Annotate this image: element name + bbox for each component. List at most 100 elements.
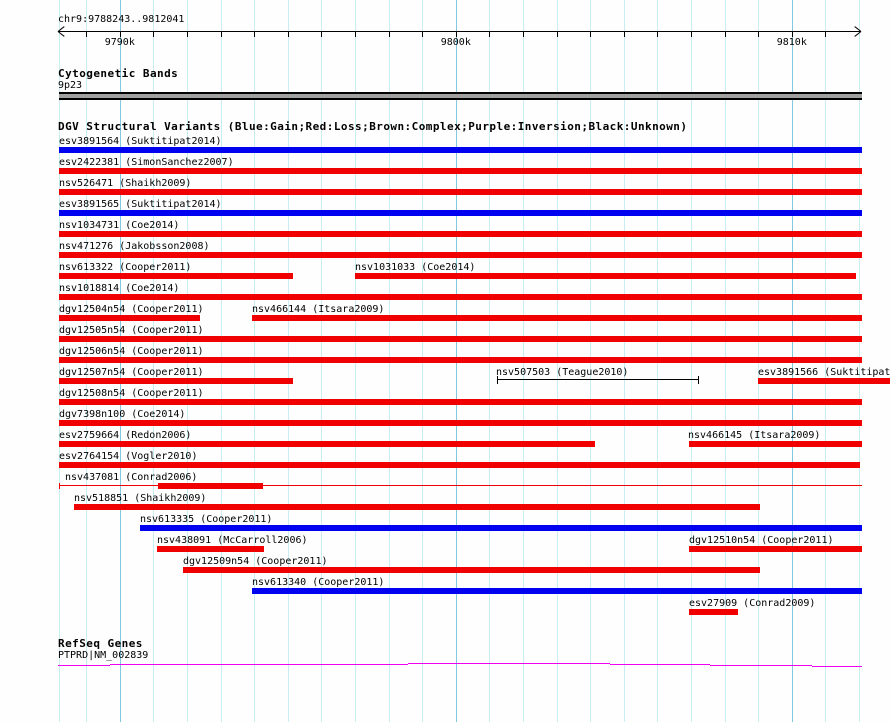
variant-span-endcap — [698, 376, 699, 384]
variant-bar[interactable] — [59, 210, 862, 216]
variant-label: esv2422381 (SimonSanchez2007) — [59, 157, 234, 168]
ruler-tick — [825, 31, 827, 37]
variant-bar[interactable] — [59, 420, 862, 426]
variant-label: nsv437081 (Conrad2006) — [65, 472, 198, 483]
variant-label: dgv12510n54 (Cooper2011) — [689, 535, 834, 546]
ruler-tick — [86, 31, 88, 37]
variant-bar[interactable] — [252, 588, 862, 594]
variant-label: nsv1034731 (Coe2014) — [59, 220, 180, 231]
variant-start-tick — [59, 483, 60, 489]
ruler-tick-label: 9790k — [104, 37, 135, 48]
ruler-tick — [153, 31, 155, 37]
ruler-tick — [119, 31, 121, 37]
gene-line-segment — [710, 665, 812, 667]
variant-bar[interactable] — [689, 609, 738, 615]
variant-label: esv3891566 (Suktitipat — [758, 367, 890, 378]
variant-label: nsv471276 (Jakobsson2008) — [59, 241, 210, 252]
ruler-tick — [489, 31, 491, 37]
ruler-tick — [355, 31, 356, 37]
variant-label: esv2764154 (Vogler2010) — [59, 451, 198, 462]
variant-bar[interactable] — [59, 441, 595, 447]
ruler-tick — [657, 31, 659, 37]
variant-bar[interactable] — [59, 231, 862, 237]
ruler-tick-label: 9800k — [440, 37, 471, 48]
ruler-tick-label: 9810k — [776, 37, 807, 48]
variant-label: nsv466144 (Itsara2009) — [252, 304, 385, 315]
variant-bar[interactable] — [59, 462, 860, 468]
ruler-tick — [455, 31, 457, 37]
variant-label: dgv12505n54 (Cooper2011) — [59, 325, 204, 336]
gene-name-label: PTPRD|NM_002839 — [58, 650, 149, 661]
variant-label: dgv12509n54 (Cooper2011) — [183, 556, 328, 567]
variant-bar[interactable] — [183, 567, 760, 573]
gene-line-segment — [812, 666, 862, 668]
ruler-tick — [422, 31, 424, 37]
variant-bar[interactable] — [355, 273, 856, 279]
gene-line-segment — [58, 665, 110, 667]
cytoband-bar — [59, 92, 862, 100]
region-coordinates: chr9:9788243..9812041 — [58, 14, 185, 25]
ruler-tick — [724, 31, 726, 37]
ruler-line — [58, 31, 861, 32]
variant-label: nsv526471 (Shaikh2009) — [59, 178, 192, 189]
variant-label: dgv7398n100 (Coe2014) — [59, 409, 186, 420]
ruler-tick — [187, 31, 188, 37]
ruler-tick — [287, 31, 289, 37]
ruler-tick — [321, 31, 323, 37]
variant-label: nsv1031033 (Coe2014) — [355, 262, 476, 273]
variant-bar[interactable] — [59, 357, 862, 363]
ruler-tick — [791, 31, 793, 37]
variant-label: nsv438091 (McCarroll2006) — [157, 535, 308, 546]
variant-label: nsv518851 (Shaikh2009) — [74, 493, 207, 504]
variant-bar[interactable] — [758, 378, 890, 384]
variant-thin-line[interactable] — [59, 485, 862, 486]
ruler-tick — [623, 31, 625, 37]
ruler-tick — [254, 31, 256, 37]
ruler-tick — [691, 31, 692, 37]
variant-bar[interactable] — [59, 147, 862, 153]
variant-label: dgv12507n54 (Cooper2011) — [59, 367, 204, 378]
variant-label: esv2759664 (Redon2006) — [59, 430, 192, 441]
variant-label: nsv613322 (Cooper2011) — [59, 262, 192, 273]
variant-label: esv27909 (Conrad2009) — [689, 598, 816, 609]
variant-label: nsv466145 (Itsara2009) — [688, 430, 821, 441]
variant-bar[interactable] — [59, 336, 862, 342]
gene-line-segment — [408, 663, 610, 665]
ruler-tick — [556, 31, 558, 37]
variant-bar[interactable] — [158, 483, 263, 489]
variant-bar[interactable] — [59, 252, 862, 258]
variant-label: esv3891565 (Suktitipat2014) — [59, 199, 222, 210]
dgv-track-heading: DGV Structural Variants (Blue:Gain;Red:L… — [58, 120, 688, 133]
gene-line-segment — [110, 664, 408, 666]
variant-label: dgv12506n54 (Cooper2011) — [59, 346, 204, 357]
variant-bar[interactable] — [59, 399, 862, 405]
ruler-tick — [590, 31, 592, 37]
variant-label: dgv12508n54 (Cooper2011) — [59, 388, 204, 399]
refseq-genes-heading: RefSeq Genes — [58, 637, 143, 650]
cytogenetic-bands-heading: Cytogenetic Bands — [58, 67, 179, 80]
variant-bar[interactable] — [59, 168, 862, 174]
ruler-tick — [758, 31, 760, 37]
variant-bar[interactable] — [689, 546, 862, 552]
variant-bar[interactable] — [59, 315, 200, 321]
variant-label: nsv507503 (Teague2010) — [496, 367, 629, 378]
variant-span-endcap — [497, 376, 498, 384]
variant-bar[interactable] — [59, 294, 862, 300]
variant-bar[interactable] — [59, 189, 862, 195]
variant-bar[interactable] — [74, 504, 760, 510]
gene-line-segment — [610, 664, 710, 666]
variant-label: nsv1018814 (Coe2014) — [59, 283, 180, 294]
ruler-tick — [388, 31, 390, 37]
ruler-tick — [220, 31, 222, 37]
variant-label: nsv613340 (Cooper2011) — [252, 577, 385, 588]
variant-span-line[interactable] — [497, 379, 698, 380]
variant-bar[interactable] — [689, 441, 862, 447]
variant-bar[interactable] — [252, 315, 862, 321]
variant-label: nsv613335 (Cooper2011) — [140, 514, 273, 525]
variant-bar[interactable] — [59, 273, 293, 279]
cytoband-label: 9p23 — [58, 80, 83, 91]
variant-bar[interactable] — [59, 378, 293, 384]
variant-bar[interactable] — [140, 525, 862, 531]
variant-bar[interactable] — [157, 546, 264, 552]
